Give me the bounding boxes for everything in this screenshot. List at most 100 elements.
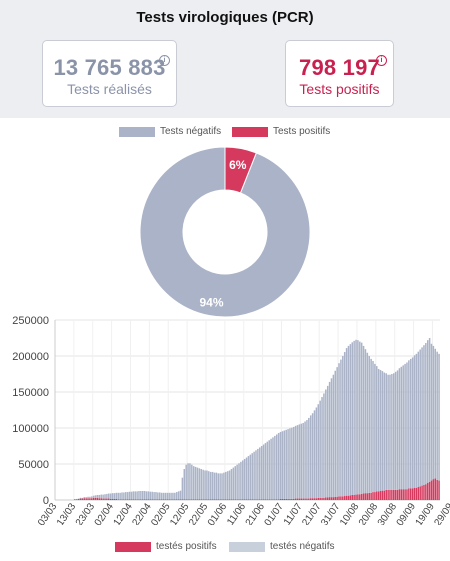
bar-positive <box>274 499 276 500</box>
bar-positive <box>142 499 144 500</box>
bar-positive <box>321 497 323 500</box>
bar-negative <box>132 491 135 500</box>
bar-positive <box>260 499 263 500</box>
bar-positive <box>111 498 114 500</box>
bar-negative <box>145 491 148 500</box>
bar-negative <box>113 493 116 499</box>
bar-negative <box>411 357 414 489</box>
bar-positive <box>100 498 102 500</box>
bar-positive <box>393 489 395 500</box>
bar-positive <box>438 480 440 500</box>
y-tick-label: 200000 <box>12 351 49 363</box>
bar-positive <box>379 491 382 500</box>
y-tick-label: 150000 <box>12 387 49 399</box>
bar-negative <box>179 490 182 500</box>
bar-negative <box>115 492 118 499</box>
bar-negative <box>270 438 272 500</box>
bar-positive <box>281 498 284 500</box>
bar-positive <box>340 496 342 500</box>
bar-negative <box>198 468 201 500</box>
bar-positive <box>404 489 406 500</box>
info-icon[interactable]: i <box>376 55 387 66</box>
bar-negative <box>355 339 357 495</box>
bar-positive <box>389 489 391 500</box>
bar-negative <box>379 370 382 491</box>
bar-negative <box>292 426 295 499</box>
bar-positive <box>394 489 397 500</box>
bar-negative <box>389 374 391 490</box>
bar-positive <box>126 499 129 500</box>
legend-item-negative[interactable]: testés négatifs <box>229 541 334 552</box>
bar-negative <box>175 492 178 500</box>
bar-positive <box>296 498 299 500</box>
bar-positive <box>308 498 310 500</box>
bar-negative <box>332 374 335 498</box>
bar-negative <box>306 420 308 499</box>
info-icon[interactable]: i <box>159 55 170 66</box>
bar-negative <box>102 494 104 499</box>
bar-negative <box>143 491 146 500</box>
bar-negative <box>253 451 255 500</box>
bar-positive <box>309 498 312 500</box>
bar-positive <box>347 495 350 500</box>
bar-positive <box>251 499 253 500</box>
bar-negative <box>328 381 331 498</box>
bar-negative <box>183 469 186 500</box>
bar-positive <box>236 499 238 500</box>
bar-positive <box>183 499 186 500</box>
bar-negative <box>162 492 165 500</box>
bar-positive <box>272 499 274 500</box>
bar-negative <box>219 473 221 500</box>
bar-positive <box>164 499 167 500</box>
positive-tests-card[interactable]: 798 197 Tests positifs i <box>285 40 394 107</box>
bar-negative <box>177 491 180 500</box>
bar-negative <box>372 361 374 493</box>
bar-positive <box>79 498 82 500</box>
bar-negative <box>185 464 187 500</box>
bar-negative <box>357 340 359 495</box>
bar-negative <box>170 492 172 500</box>
bar-positive <box>421 485 423 500</box>
page-title: Tests virologiques (PCR) <box>136 9 314 26</box>
bar-positive <box>423 484 425 500</box>
bar-positive <box>202 499 204 500</box>
bar-negative <box>79 497 82 499</box>
bar-negative <box>134 491 136 500</box>
bar-negative <box>334 370 337 497</box>
bar-negative <box>106 493 108 499</box>
bar-positive <box>270 499 272 500</box>
bar-positive <box>74 499 76 500</box>
bar-positive <box>221 499 223 500</box>
bar-negative <box>155 492 157 500</box>
legend-item-positive[interactable]: testés positifs <box>115 541 217 552</box>
bar-positive <box>157 499 159 500</box>
bar-positive <box>313 498 316 500</box>
x-tick-label: 29/09 <box>432 501 450 525</box>
bar-positive <box>366 493 369 500</box>
bar-positive <box>89 498 91 500</box>
bar-negative <box>117 492 119 500</box>
bar-negative <box>158 492 161 500</box>
total-tests-card[interactable]: 13 765 883 Tests réalisés i <box>42 40 177 107</box>
bar-positive <box>360 493 363 500</box>
bar-positive <box>425 484 427 500</box>
bar-positive <box>330 497 333 500</box>
bar-negative <box>321 397 323 498</box>
bar-positive <box>374 492 376 500</box>
bar-negative <box>330 378 333 498</box>
bar-positive <box>277 499 280 500</box>
bar-negative <box>83 497 86 499</box>
bar-negative <box>215 472 218 500</box>
legend-item-negative[interactable]: Tests négatifs <box>119 126 221 137</box>
bar-positive <box>208 499 210 500</box>
bar-negative <box>266 441 269 500</box>
legend-item-positive[interactable]: Tests positifs <box>232 126 330 137</box>
bar-positive <box>302 498 304 500</box>
bar-negative <box>315 407 318 499</box>
bar-negative <box>172 492 174 500</box>
bar-negative <box>230 469 233 500</box>
bar-negative <box>402 365 404 490</box>
bar-positive <box>328 497 331 500</box>
bar-positive <box>108 498 110 500</box>
bar-negative <box>272 437 274 500</box>
